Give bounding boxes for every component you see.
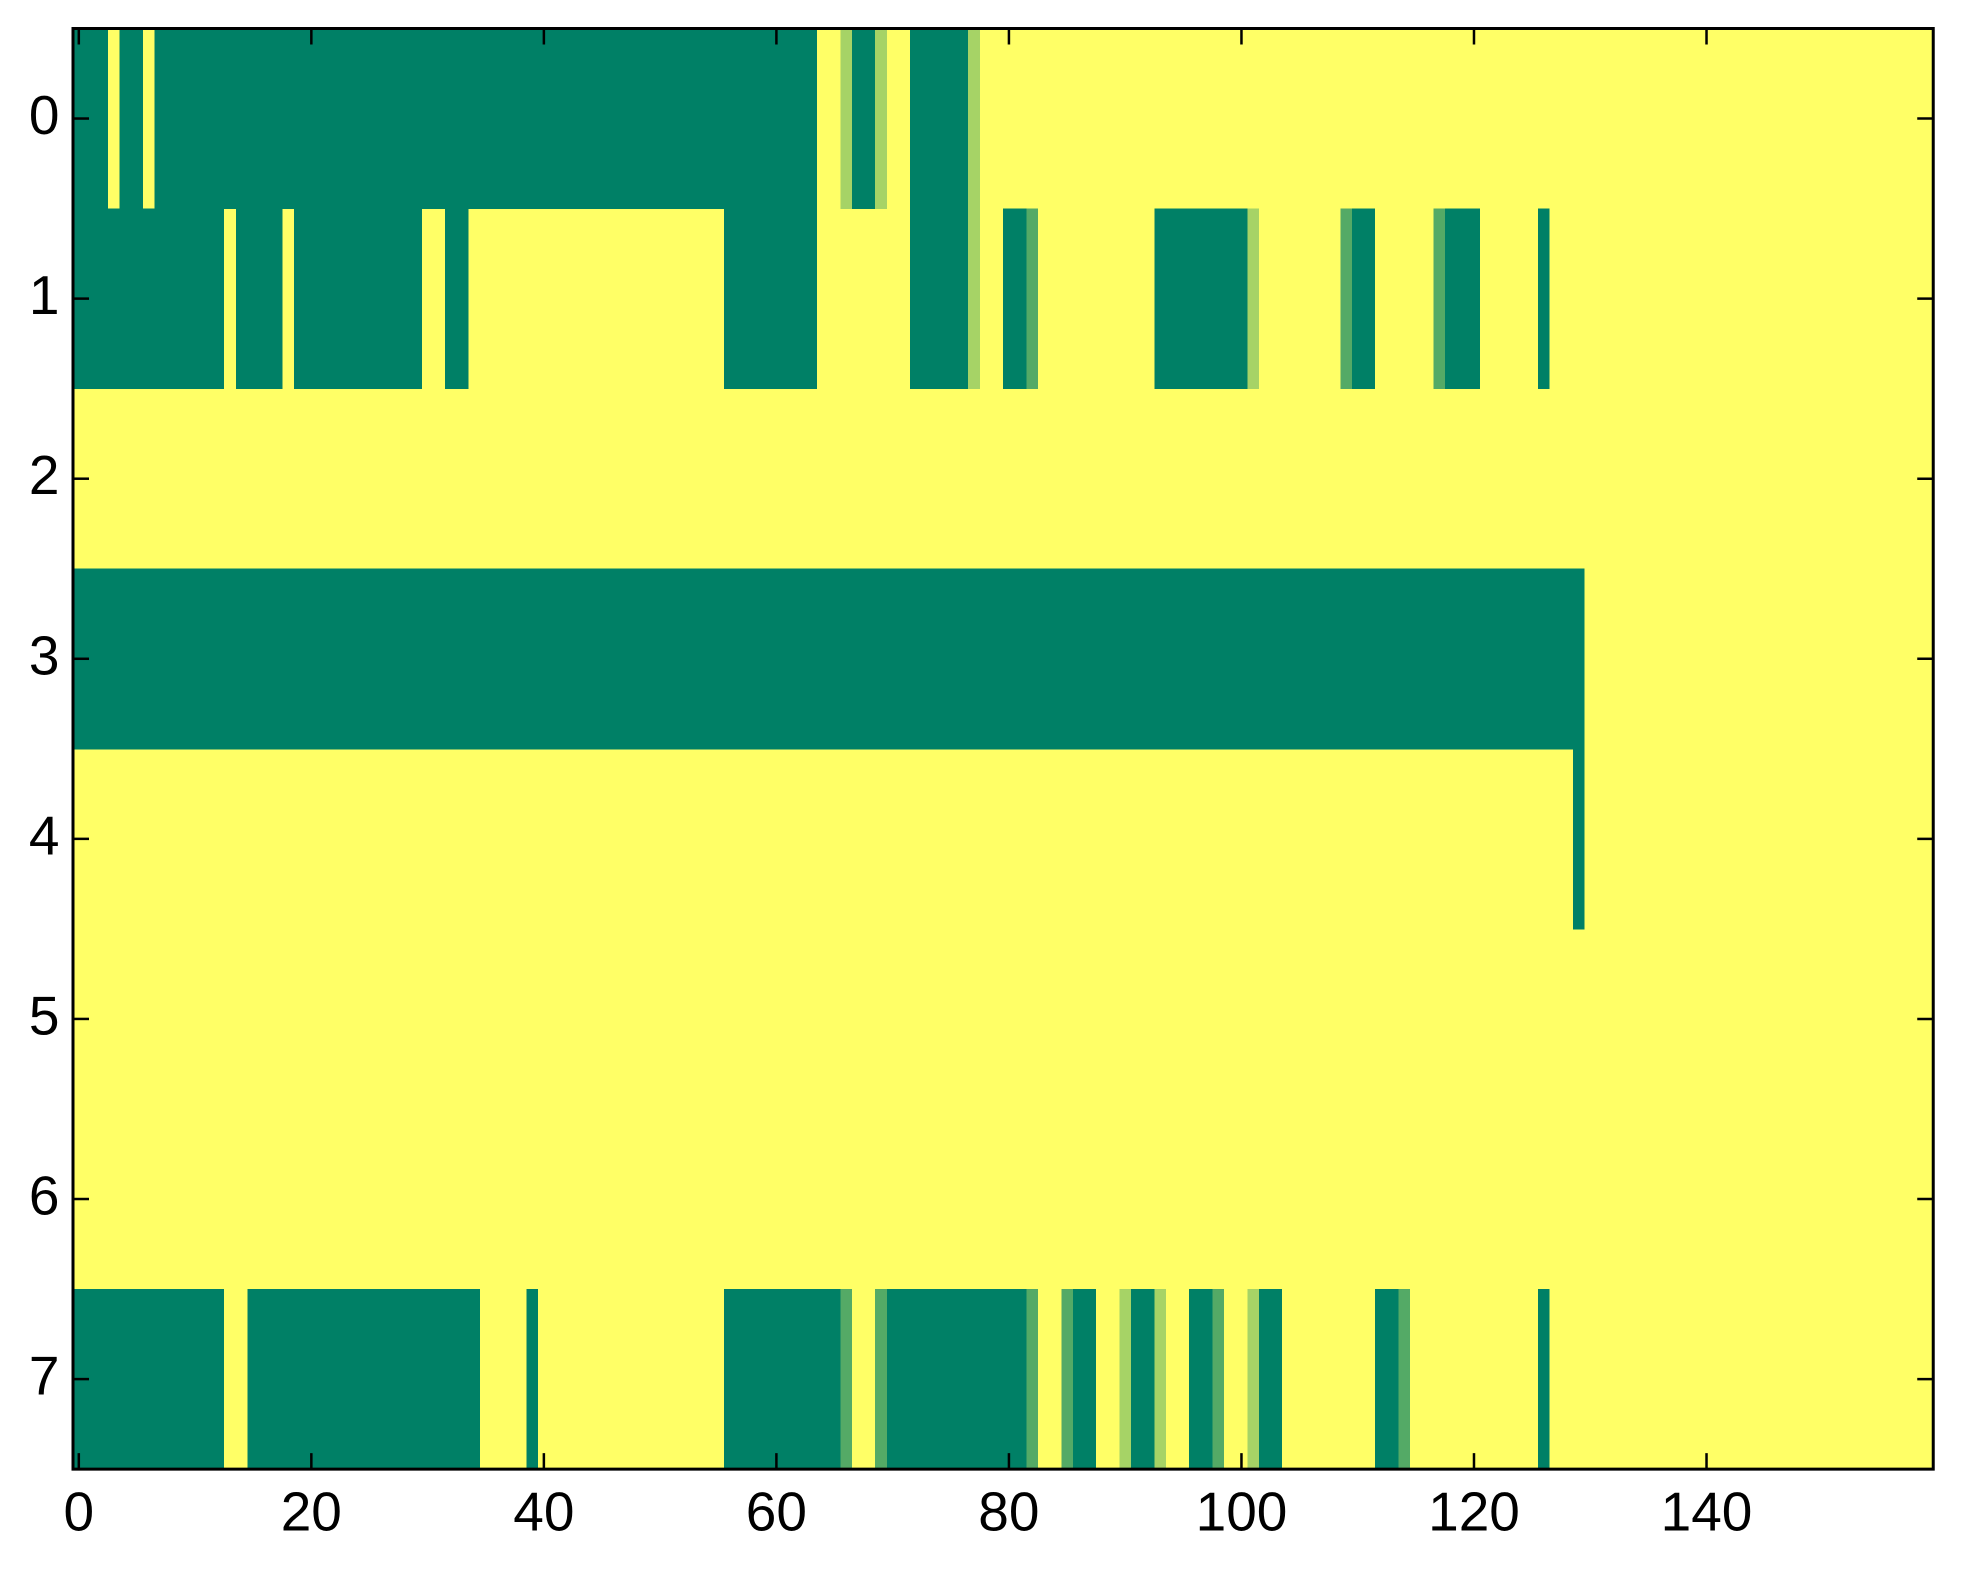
svg-text:6: 6 [29, 1165, 60, 1227]
svg-text:140: 140 [1661, 1481, 1753, 1543]
svg-text:100: 100 [1196, 1481, 1288, 1543]
svg-text:1: 1 [29, 264, 60, 326]
svg-text:2: 2 [29, 444, 60, 506]
svg-text:0: 0 [29, 84, 60, 146]
svg-text:40: 40 [513, 1481, 574, 1543]
svg-text:20: 20 [281, 1481, 342, 1543]
svg-text:5: 5 [29, 984, 60, 1046]
svg-text:80: 80 [978, 1481, 1039, 1543]
svg-text:60: 60 [746, 1481, 807, 1543]
svg-text:3: 3 [29, 624, 60, 686]
svg-text:7: 7 [29, 1345, 60, 1407]
svg-text:4: 4 [29, 804, 60, 866]
svg-text:120: 120 [1428, 1481, 1520, 1543]
svg-text:0: 0 [64, 1481, 95, 1543]
